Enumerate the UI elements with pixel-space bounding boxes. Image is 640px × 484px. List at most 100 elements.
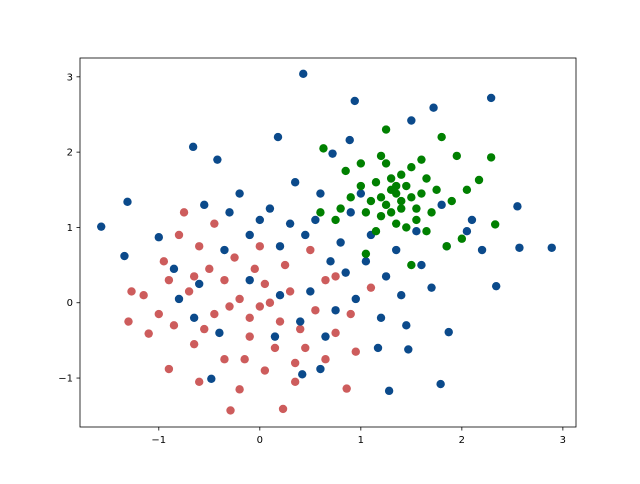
data-point: [373, 343, 383, 353]
data-point: [255, 242, 265, 251]
y-tick-label: 1: [67, 223, 73, 234]
data-point: [391, 189, 401, 198]
data-point: [189, 272, 199, 281]
data-point: [407, 116, 416, 125]
axes-frame: [79, 57, 577, 428]
data-point: [361, 249, 371, 258]
x-axis: −1 0 1 2 3: [151, 427, 566, 446]
data-point: [97, 222, 106, 231]
data-point: [195, 279, 204, 289]
data-point: [462, 227, 472, 236]
data-point: [240, 355, 249, 364]
data-point: [298, 370, 307, 379]
data-point: [255, 215, 265, 225]
data-point: [331, 306, 340, 315]
data-point: [245, 313, 254, 323]
data-point: [547, 243, 556, 252]
data-point: [164, 364, 174, 374]
data-point: [207, 374, 216, 384]
data-point: [331, 215, 340, 225]
data-point: [280, 260, 290, 270]
data-point: [174, 294, 184, 304]
data-point: [345, 135, 354, 145]
data-point: [301, 343, 310, 353]
data-point: [205, 264, 214, 274]
data-point: [319, 144, 328, 153]
data-point: [381, 125, 391, 134]
data-point: [226, 406, 235, 415]
data-point: [331, 272, 340, 281]
data-point: [422, 227, 431, 236]
data-point: [321, 332, 330, 341]
data-point: [391, 219, 401, 228]
data-point: [376, 151, 386, 161]
x-tick-label: −1: [151, 435, 166, 446]
x-tick-label: 3: [560, 435, 566, 446]
data-point: [225, 208, 234, 217]
data-point: [255, 302, 265, 311]
data-point: [402, 181, 411, 191]
series-1: [97, 69, 556, 396]
y-axis: −1 0 1 2 3: [58, 72, 80, 385]
data-point: [447, 196, 456, 206]
data-point: [290, 377, 300, 387]
data-point: [164, 275, 174, 285]
data-point: [328, 149, 337, 158]
data-point: [260, 279, 270, 289]
data-point: [278, 404, 288, 414]
data-point: [213, 155, 222, 164]
data-point: [245, 275, 254, 285]
data-point: [432, 185, 441, 194]
data-point: [260, 366, 270, 375]
data-point: [123, 197, 132, 207]
y-tick-label: 0: [67, 298, 73, 309]
data-point: [427, 208, 436, 217]
data-point: [462, 185, 472, 194]
data-point: [299, 69, 308, 79]
data-point: [230, 253, 239, 262]
data-point: [486, 93, 496, 103]
data-point: [350, 96, 359, 106]
data-point: [442, 242, 451, 251]
data-point: [210, 309, 219, 319]
data-point: [270, 343, 280, 353]
data-point: [154, 233, 163, 242]
data-point: [515, 243, 524, 252]
data-point: [422, 174, 431, 183]
data-point: [311, 306, 320, 315]
data-point: [270, 332, 280, 341]
data-point: [417, 189, 426, 198]
data-point: [124, 317, 133, 326]
data-point: [361, 208, 371, 217]
series-0: [124, 208, 376, 415]
data-point: [195, 377, 204, 387]
data-point: [245, 332, 254, 341]
data-point: [265, 204, 275, 213]
x-tick-label: 0: [257, 435, 263, 446]
data-point: [391, 181, 401, 191]
data-point: [391, 245, 401, 255]
data-point: [189, 313, 199, 323]
x-tick-label: 2: [459, 435, 465, 446]
data-point: [513, 202, 522, 211]
data-point: [235, 385, 244, 394]
plot-marks: [97, 69, 556, 415]
data-point: [490, 220, 500, 229]
data-point: [452, 151, 461, 161]
data-point: [412, 215, 421, 225]
data-point: [120, 251, 129, 261]
data-point: [144, 329, 153, 338]
data-point: [346, 193, 355, 202]
data-point: [477, 245, 487, 255]
data-point: [275, 291, 285, 300]
data-point: [486, 153, 496, 162]
data-point: [285, 219, 295, 228]
data-point: [296, 324, 305, 334]
data-point: [220, 275, 229, 285]
data-point: [386, 208, 396, 217]
data-point: [429, 103, 438, 112]
data-point: [397, 291, 406, 300]
data-point: [381, 200, 391, 210]
data-point: [188, 142, 198, 152]
